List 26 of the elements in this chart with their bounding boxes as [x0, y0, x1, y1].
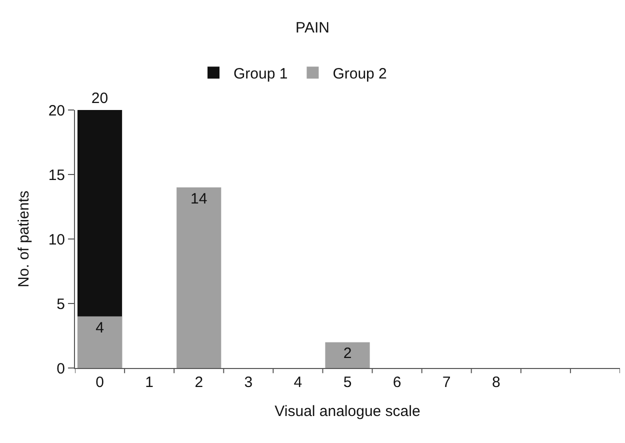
x-tick-label: 0 — [96, 374, 104, 391]
legend-label: Group 2 — [332, 65, 387, 82]
data-label: 14 — [190, 190, 208, 208]
bar — [77, 316, 122, 368]
data-label: 20 — [91, 90, 108, 107]
y-tick-label: 5 — [56, 296, 65, 313]
x-tick-label: 3 — [244, 374, 253, 391]
legend-label: Group 1 — [234, 65, 288, 82]
x-tick-label: 4 — [294, 374, 302, 391]
bar — [176, 187, 222, 368]
data-label: 2 — [343, 345, 352, 362]
x-tick-label: 7 — [442, 374, 451, 391]
x-tick-label: 8 — [492, 374, 500, 391]
x-axis-title: Visual analogue scale — [274, 403, 420, 420]
y-tick-label: 10 — [48, 231, 65, 248]
y-tick-label: 20 — [48, 102, 65, 120]
bar — [325, 342, 370, 368]
x-tick-label: 2 — [194, 374, 204, 391]
y-tick-label: 15 — [48, 166, 65, 184]
x-tick-label: 1 — [145, 374, 154, 391]
y-axis-title: No. of patients — [16, 190, 33, 288]
x-tick-label: 6 — [392, 374, 402, 391]
chart-title: PAIN — [296, 20, 330, 37]
data-label: 4 — [96, 319, 104, 336]
x-tick-label: 5 — [343, 374, 352, 391]
y-tick-label: 0 — [56, 360, 65, 378]
